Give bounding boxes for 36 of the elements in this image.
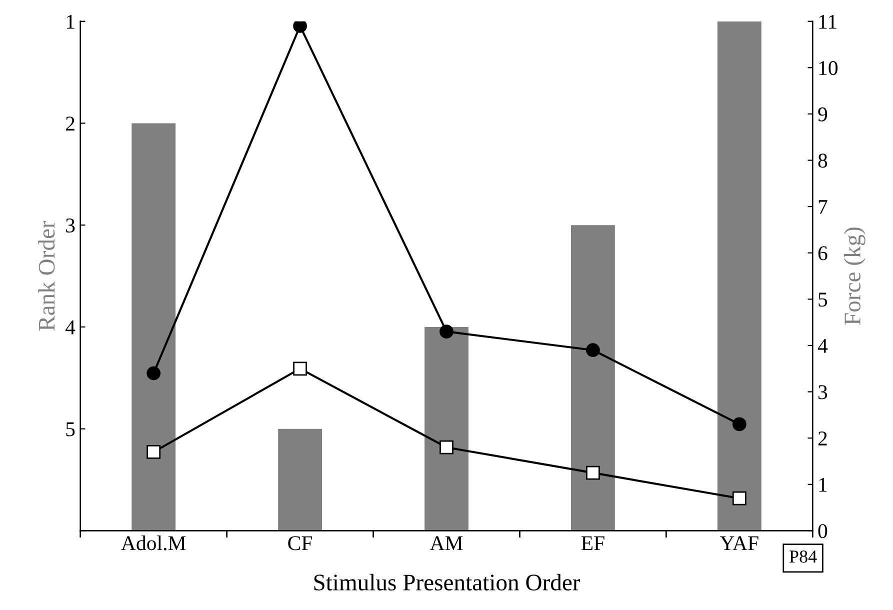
y-tick-label: 4 — [66, 320, 76, 334]
y2-tick-label: 1 — [819, 478, 827, 492]
y-tick-label: 3 — [66, 218, 75, 233]
y2-tick-label: 8 — [818, 154, 828, 168]
y2-tick-label: 7 — [818, 200, 828, 214]
y2-tick-label: 2 — [818, 432, 827, 446]
point — [293, 21, 307, 33]
point — [586, 466, 600, 480]
x-tick-label: AM — [430, 536, 463, 550]
point — [732, 491, 746, 506]
y2-tick-label: 0 — [818, 524, 828, 538]
y-tick-label: 5 — [66, 422, 75, 436]
y2-tick-label: 5 — [818, 292, 828, 307]
x-tick-label: YAF — [720, 536, 758, 550]
x-tick-label: Adol.M — [121, 536, 186, 550]
y2-tick-label: 4 — [818, 338, 828, 353]
point — [146, 445, 161, 459]
y2-tick-label: 9 — [818, 107, 828, 122]
y2-tick-label: 6 — [818, 246, 828, 260]
x-axis-title: Stimulus Presentation Order — [314, 574, 580, 591]
y-axis-title: Rank Order — [38, 220, 55, 331]
point — [440, 440, 454, 454]
y2-tick-label: 10 — [819, 61, 838, 76]
y-tick-label: 1 — [66, 14, 74, 29]
text: P84 — [790, 550, 817, 563]
x-tick-label: CF — [288, 536, 312, 550]
y2-tick-label: 3 — [818, 385, 828, 400]
point — [732, 417, 746, 432]
point — [586, 343, 600, 358]
point — [293, 362, 307, 376]
x-tick-label: EF — [581, 536, 604, 550]
y2-axis-title: Force (kg) — [844, 228, 866, 325]
y-tick-label: 2 — [66, 116, 74, 130]
point — [440, 324, 454, 339]
point — [146, 366, 161, 380]
y2-tick-label: 11 — [819, 14, 836, 29]
